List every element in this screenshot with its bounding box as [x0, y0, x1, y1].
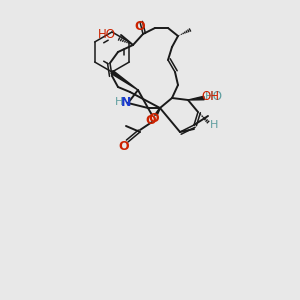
- Text: O: O: [146, 113, 156, 127]
- Polygon shape: [188, 96, 204, 100]
- Text: N: N: [121, 95, 131, 109]
- Text: O: O: [149, 112, 159, 124]
- Text: H: H: [210, 120, 218, 130]
- Text: O: O: [119, 140, 129, 152]
- Text: HO: HO: [205, 91, 223, 103]
- Polygon shape: [111, 70, 138, 90]
- Text: HO: HO: [98, 28, 116, 41]
- Text: OH: OH: [201, 91, 219, 103]
- Text: O: O: [135, 20, 145, 34]
- Text: H: H: [115, 97, 123, 107]
